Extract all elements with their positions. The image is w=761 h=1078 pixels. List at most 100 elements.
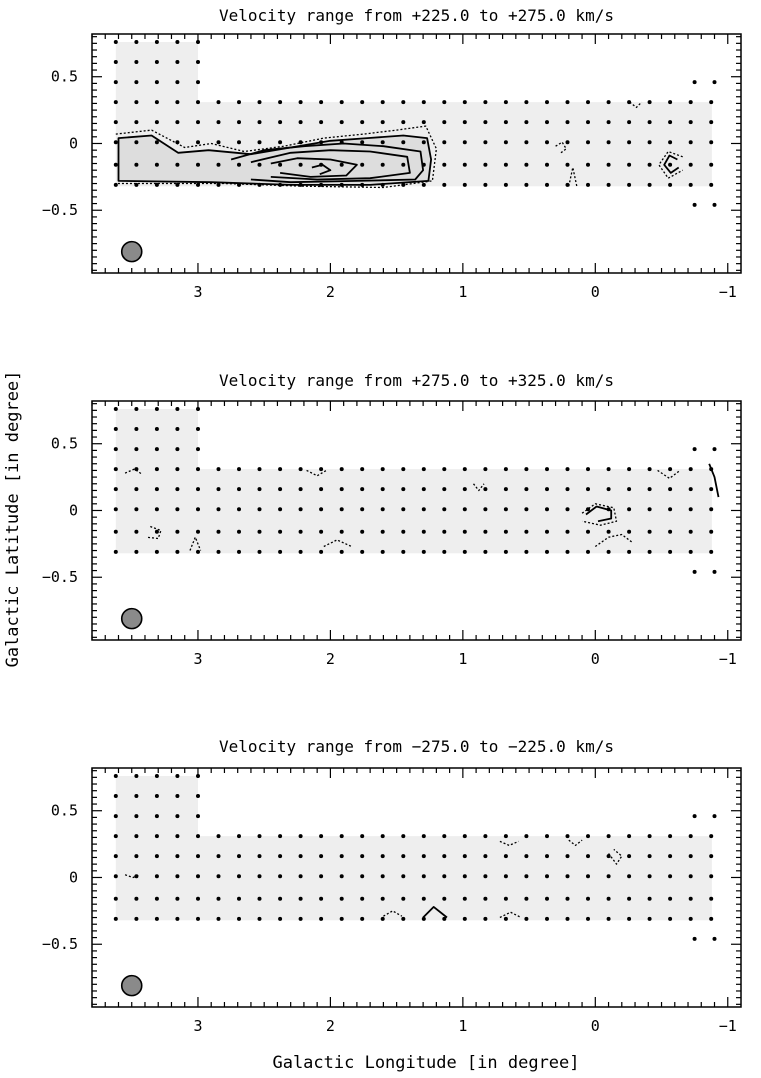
pointing-dot xyxy=(113,40,118,44)
pointing-dot xyxy=(237,834,241,839)
pointing-dot xyxy=(257,529,262,534)
pointing-dot xyxy=(319,916,324,921)
pointing-dot xyxy=(586,100,590,105)
pointing-dot xyxy=(483,100,488,105)
pointing-dot xyxy=(175,407,180,411)
pointing-dot xyxy=(339,100,344,105)
pointing-dot xyxy=(647,487,652,492)
pointing-dot xyxy=(278,854,283,859)
y-tick-label: 0.5 xyxy=(51,802,78,820)
pointing-dot xyxy=(196,182,200,187)
x-tick-label: 3 xyxy=(193,1017,202,1035)
pointing-dot xyxy=(380,916,385,921)
pointing-dot xyxy=(401,487,406,492)
pointing-dot xyxy=(545,834,549,839)
pointing-dot xyxy=(524,100,529,105)
pointing-dot xyxy=(216,834,221,839)
pointing-dot xyxy=(237,549,241,554)
pointing-dot xyxy=(196,447,200,452)
pointing-dot xyxy=(134,874,139,879)
pointing-dot xyxy=(134,529,139,534)
pointing-dot xyxy=(545,162,549,167)
pointing-dot xyxy=(196,874,200,879)
pointing-dot xyxy=(216,467,221,472)
pointing-dot xyxy=(380,100,385,105)
pointing-dot xyxy=(154,529,159,534)
pointing-dot xyxy=(154,447,159,452)
pointing-dot xyxy=(688,916,693,921)
pointing-dot xyxy=(442,874,447,879)
pointing-dot xyxy=(257,549,262,554)
pointing-dot xyxy=(401,834,406,839)
pointing-dot xyxy=(647,916,652,921)
y-tick-label: −0.5 xyxy=(42,568,78,586)
pointing-dot xyxy=(175,794,180,798)
pointing-dot xyxy=(483,549,488,554)
pointing-dot xyxy=(339,916,344,921)
pointing-dot xyxy=(154,467,159,472)
pointing-dot xyxy=(462,507,467,512)
pointing-dot xyxy=(401,507,406,512)
pointing-dot xyxy=(712,569,717,574)
pointing-dot xyxy=(319,140,324,145)
pointing-dot xyxy=(380,487,385,492)
pointing-dot xyxy=(380,120,385,125)
pointing-dot xyxy=(278,834,283,839)
pointing-dot xyxy=(586,467,590,472)
pointing-dot xyxy=(113,774,118,778)
pointing-dot xyxy=(154,896,159,901)
pointing-dot xyxy=(360,487,365,492)
pointing-dot xyxy=(257,182,262,187)
pointing-dot xyxy=(257,834,262,839)
contour-line xyxy=(629,101,643,109)
pointing-dot xyxy=(668,529,673,534)
pointing-dot xyxy=(380,140,385,145)
pointing-dot xyxy=(709,529,714,534)
pointing-dot xyxy=(565,467,570,472)
pointing-dot xyxy=(196,427,200,431)
contour-line xyxy=(585,505,613,523)
pointing-dot xyxy=(421,854,426,859)
pointing-dot xyxy=(380,182,385,187)
pointing-dot xyxy=(134,447,139,452)
pointing-dot xyxy=(298,467,303,472)
panel-3: 3 2 1 0 −1 0.5 0 −0.5 Velocity range from −275.0… xyxy=(42,737,742,1035)
pointing-dot xyxy=(524,162,529,167)
pointing-dot xyxy=(586,182,590,187)
pointing-dot xyxy=(712,447,717,452)
pointing-dot xyxy=(175,427,180,431)
contour-line xyxy=(189,536,202,551)
pointing-dot xyxy=(668,162,673,167)
x-tick-label: −1 xyxy=(719,650,737,668)
pointing-dot xyxy=(278,916,283,921)
pointing-dot xyxy=(483,874,488,879)
pointing-dot xyxy=(503,182,508,187)
pointing-dot xyxy=(503,834,508,839)
pointing-dot xyxy=(196,60,200,64)
pointing-dot xyxy=(134,407,139,411)
pointing-dot xyxy=(421,487,426,492)
pointing-dot xyxy=(524,487,529,492)
contour-line xyxy=(250,149,411,181)
pointing-dot xyxy=(113,407,118,411)
pointing-dot xyxy=(339,549,344,554)
pointing-dot xyxy=(712,80,717,85)
pointing-dot xyxy=(503,529,508,534)
pointing-dot xyxy=(216,507,221,512)
x-tick-label: 2 xyxy=(326,650,335,668)
pointing-dot xyxy=(175,774,180,778)
pointing-dot xyxy=(524,467,529,472)
pointing-dot xyxy=(175,896,180,901)
pointing-dot xyxy=(545,100,549,105)
contour-line xyxy=(383,910,403,917)
pointing-dot xyxy=(175,814,180,819)
pointing-dot xyxy=(668,140,673,145)
pointing-dot xyxy=(483,120,488,125)
pointing-dot xyxy=(545,896,549,901)
x-tick-label: 1 xyxy=(458,283,467,301)
pointing-dot xyxy=(401,467,406,472)
pointing-dot xyxy=(688,467,693,472)
pointing-dot xyxy=(565,162,570,167)
pointing-dot xyxy=(196,794,200,798)
x-tick-label: 1 xyxy=(458,1017,467,1035)
